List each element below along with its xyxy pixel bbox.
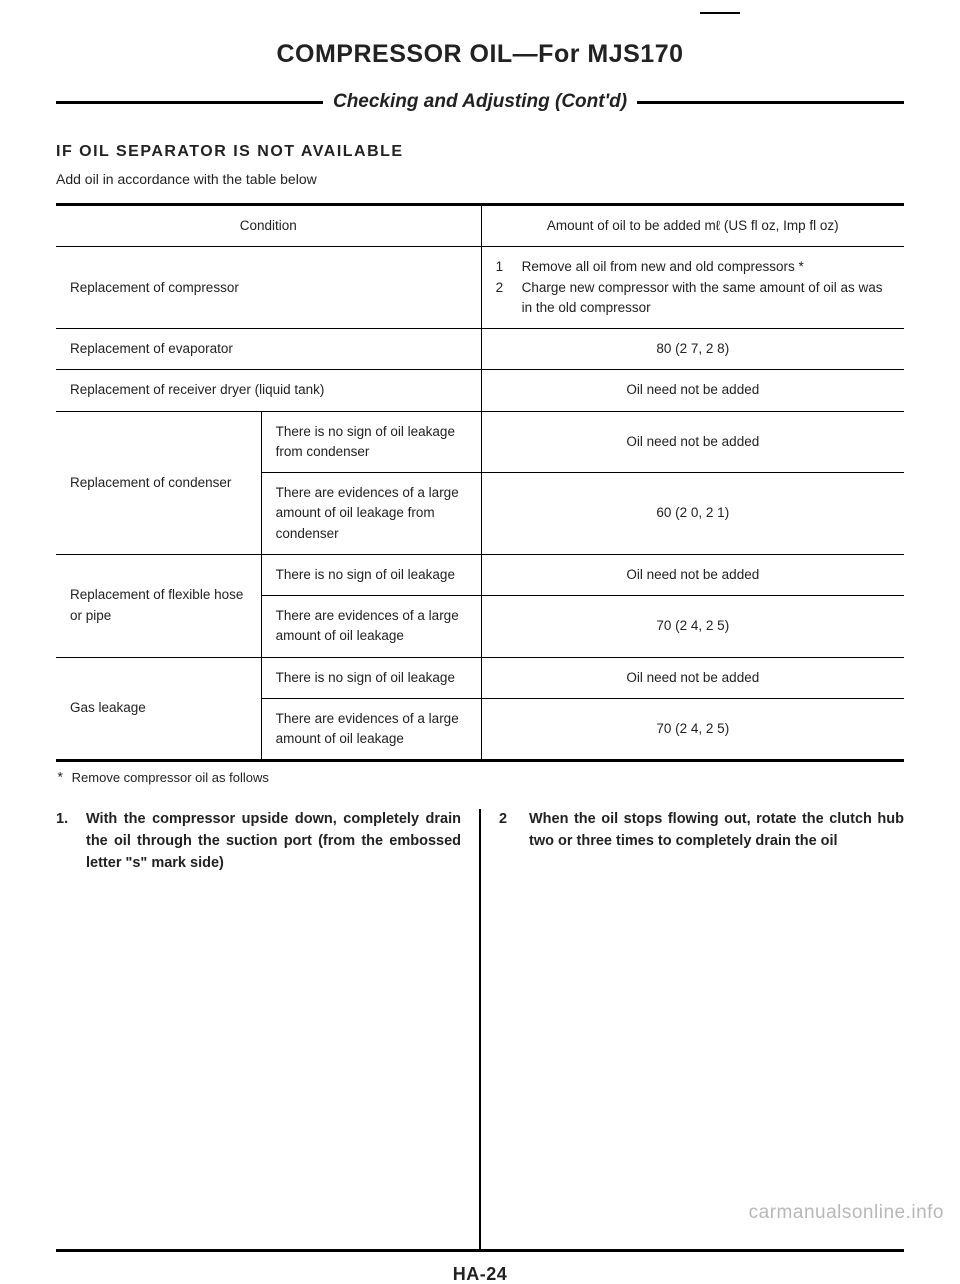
oil-table: Condition Amount of oil to be added mℓ (… <box>56 203 904 762</box>
list-num-2: 2 <box>496 278 512 319</box>
subtitle-row: Checking and Adjusting (Cont'd) <box>56 91 904 113</box>
condenser-sub2: There are evidences of a large amount of… <box>261 473 481 555</box>
amount-receiver: Oil need not be added <box>481 370 904 411</box>
amount-evaporator: 80 (2 7, 2 8) <box>481 329 904 370</box>
step1-num: 1. <box>56 809 74 874</box>
section-heading: IF OIL SEPARATOR IS NOT AVAILABLE <box>56 143 904 161</box>
cond-gas: Gas leakage <box>56 657 261 761</box>
gas-sub2: There are evidences of a large amount of… <box>261 698 481 761</box>
lead-text: Add oil in accordance with the table bel… <box>56 171 904 187</box>
header-tick <box>700 12 740 14</box>
footnote-mark: * <box>56 771 64 787</box>
column-left: 1. With the compressor upside down, comp… <box>56 809 479 1249</box>
table-header-condition: Condition <box>56 205 481 247</box>
column-right: 2 When the oil stops flowing out, rotate… <box>481 809 904 1249</box>
cond-flex: Replacement of flexible hose or pipe <box>56 554 261 657</box>
table-header-amount: Amount of oil to be added mℓ (US fl oz, … <box>481 205 904 247</box>
gas-sub1: There is no sign of oil leakage <box>261 657 481 698</box>
page-title: COMPRESSOR OIL—For MJS170 <box>56 40 904 69</box>
compressor-step1: Remove all oil from new and old compress… <box>522 257 804 277</box>
gas-amt2: 70 (2 4, 2 5) <box>481 698 904 761</box>
step1-text: With the compressor upside down, complet… <box>86 809 461 874</box>
compressor-step2: Charge new compressor with the same amou… <box>522 278 890 319</box>
flex-amt1: Oil need not be added <box>481 554 904 595</box>
cond-receiver: Replacement of receiver dryer (liquid ta… <box>56 370 481 411</box>
cond-compressor: Replacement of compressor <box>56 247 481 329</box>
cond-evaporator: Replacement of evaporator <box>56 329 481 370</box>
subtitle: Checking and Adjusting (Cont'd) <box>323 91 637 113</box>
rule-left <box>56 101 323 104</box>
page-number: HA-24 <box>56 1264 904 1284</box>
table-footnote: * Remove compressor oil as follows <box>56 770 904 787</box>
rule-right <box>637 101 904 104</box>
footnote-text: Remove compressor oil as follows <box>72 770 269 785</box>
flex-sub2: There are evidences of a large amount of… <box>261 596 481 658</box>
bottom-rule <box>56 1249 904 1252</box>
condenser-amt1: Oil need not be added <box>481 411 904 473</box>
step2-num: 2 <box>499 809 517 853</box>
steps-columns: 1. With the compressor upside down, comp… <box>56 809 904 1249</box>
step2-text: When the oil stops flowing out, rotate t… <box>529 809 904 853</box>
condenser-sub1: There is no sign of oil leakage from con… <box>261 411 481 473</box>
list-num-1: 1 <box>496 257 512 277</box>
gas-amt1: Oil need not be added <box>481 657 904 698</box>
condenser-amt2: 60 (2 0, 2 1) <box>481 473 904 555</box>
cond-condenser: Replacement of condenser <box>56 411 261 554</box>
watermark: carmanualsonline.info <box>749 1202 944 1224</box>
flex-sub1: There is no sign of oil leakage <box>261 554 481 595</box>
flex-amt2: 70 (2 4, 2 5) <box>481 596 904 658</box>
amount-compressor: 1 Remove all oil from new and old compres… <box>481 247 904 329</box>
